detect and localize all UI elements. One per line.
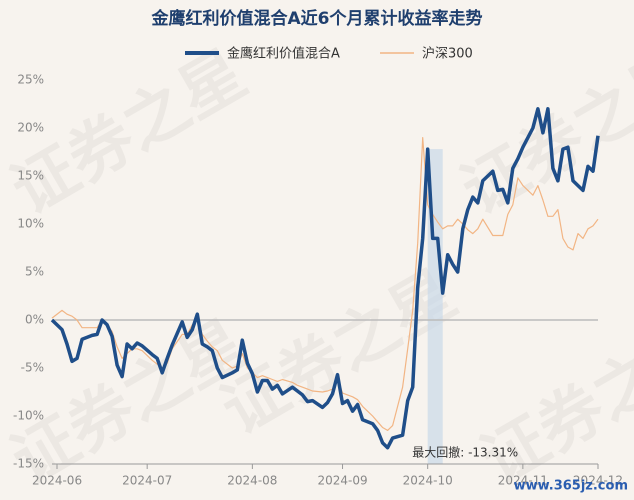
y-tick-label: 10%: [17, 217, 44, 231]
y-tick-label: -15%: [13, 457, 44, 471]
legend-label: 金鹰红利价值混合A: [227, 46, 340, 62]
x-tick-label: 2024-09: [317, 474, 367, 488]
y-tick-label: 5%: [25, 265, 44, 279]
x-tick-label: 2024-12: [573, 474, 623, 488]
plot: 最大回撤: -13.31% -15% -10% -5% 0% 5% 10% 15% 20% 25%…: [13, 73, 623, 488]
y-tick-label: -10%: [13, 409, 44, 423]
y-tick-label: 15%: [17, 169, 44, 183]
y-tick-label: 25%: [17, 73, 44, 87]
y-tick-label: -5%: [21, 361, 44, 375]
watermark: 证券之星: [470, 307, 634, 499]
legend-label: 沪深300: [422, 46, 473, 62]
drawdown-label: 最大回撤: -13.31%: [412, 445, 518, 460]
x-tick-label: 2024-06: [32, 474, 82, 488]
chart-title: 金鹰红利价值混合A近6个月累计收益率走势: [151, 8, 483, 29]
y-tick-label: 0%: [25, 313, 44, 327]
watermarks: 证券之星 证券之星 证券之星 证券之星 证券之星: [0, 37, 634, 499]
legend: 金鹰红利价值混合A 沪深300: [185, 46, 473, 62]
site-watermark: www.365jz.com: [514, 479, 628, 494]
x-tick-label: 2024-07: [122, 474, 172, 488]
x-tick-label: 2024-08: [227, 474, 277, 488]
x-tick-label: 2024-11: [498, 474, 548, 488]
series-line: [50, 107, 600, 450]
y-tick-label: 20%: [17, 121, 44, 135]
x-tick-label: 2024-10: [403, 474, 453, 488]
